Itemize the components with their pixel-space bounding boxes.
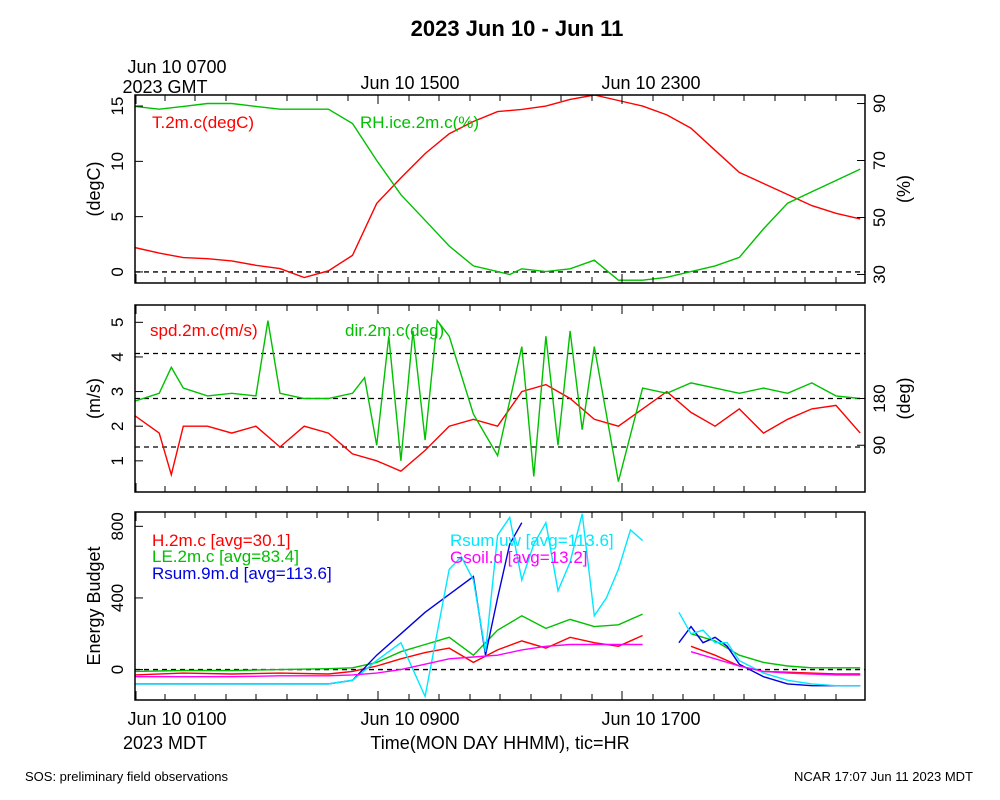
panel-3-series-gsoil-d [135, 643, 861, 678]
panel-1-series-rh-ice-2m-c- [135, 102, 861, 281]
panel-3-legend-rsum-uw: Rsum.uw [avg=113.6] [450, 531, 614, 550]
panel-2-ytick-label-5: 5 [108, 318, 127, 327]
panel-3-legend-gsoil-d: Gsoil.d [avg=13.2] [450, 548, 588, 567]
panel-2: 1 2 3 4 5 (m/s) 90 180 (deg) spd.2m.c(m/s) dir.2m.… [84, 304, 914, 493]
bottom-time-label-1: Jun 10 0100 2023 MDT [123, 709, 227, 753]
top-time-label-2: Jun 10 1500 [360, 73, 459, 93]
chart-title: 2023 Jun 10 - Jun 11 [411, 16, 624, 41]
panel-1-ytick-right-label-50: 50 [870, 208, 889, 227]
panel-3-legend-rsum-9m-d: Rsum.9m.d [avg=113.6] [152, 564, 332, 583]
panel-1-legend-rh-ice-2m-c-: RH.ice.2m.c(%) [360, 113, 479, 132]
panel-1-ytick-right-label-70: 70 [870, 151, 889, 170]
panel-1-ytick-label-0: 0 [108, 267, 127, 276]
panel-3-series-rsum-uw [135, 513, 861, 699]
panel-2-ytick-right-label-180: 180 [870, 384, 889, 412]
panel-3-series-le-2m-c [135, 613, 861, 673]
panel-3-ytick-label-0: 0 [108, 665, 127, 674]
panel-2-legend-spd-2m-c-m-s-: spd.2m.c(m/s) [150, 321, 258, 340]
panel-2-ylabel: (m/s) [84, 378, 104, 419]
top-time-label-1: Jun 10 0700 2023 GMT [122, 57, 226, 97]
panel-2-legend-dir-2m-c-deg-: dir.2m.c(deg) [345, 321, 444, 340]
panel-1-ytick-label-15: 15 [108, 97, 127, 116]
panel-1: 0 5 10 15 (degC) 30 50 70 90 (%) T.2m.c(degC) RH.ic… [84, 94, 914, 284]
panel-2-ylabel-right: (deg) [894, 377, 914, 419]
bottom-time-label-2: Jun 10 0900 [360, 709, 459, 729]
panel-2-ytick-right-label-90: 90 [870, 436, 889, 455]
panel-1-ylabel: (degC) [84, 161, 104, 216]
panel-3-legend-h-2m-c: H.2m.c [avg=30.1] [152, 531, 290, 550]
panel-3-ytick-label-400: 400 [108, 584, 127, 612]
panel-2-ytick-label-4: 4 [108, 352, 127, 361]
panel-1-ytick-label-5: 5 [108, 212, 127, 221]
panel-3-ytick-label-800: 800 [108, 512, 127, 540]
bottom-time-label-3: Jun 10 1700 [601, 709, 700, 729]
panel-2-series-dir-2m-c-deg- [135, 318, 861, 482]
panel-1-ytick-right-label-30: 30 [870, 265, 889, 284]
panel-3-legend-le-2m-c: LE.2m.c [avg=83.4] [152, 547, 299, 566]
panel-1-ytick-right-label-90: 90 [870, 94, 889, 113]
footer-left: SOS: preliminary field observations [25, 769, 229, 784]
panel-1-ytick-label-10: 10 [108, 152, 127, 171]
panel-1-series-t-2m-c-degc- [135, 95, 861, 279]
panel-2-ytick-label-3: 3 [108, 387, 127, 396]
footer-right: NCAR 17:07 Jun 11 2023 MDT [794, 769, 973, 784]
panel-1-ylabel-right: (%) [894, 175, 914, 203]
x-axis-label: Time(MON DAY HHMM), tic=HR [370, 733, 629, 753]
panel-2-series-spd-2m-c-m-s- [135, 383, 861, 478]
panel-3-ylabel: Energy Budget [84, 546, 104, 665]
panel-2-ytick-label-1: 1 [108, 456, 127, 465]
top-time-label-3: Jun 10 2300 [601, 73, 700, 93]
panel-1-legend-t-2m-c-degc-: T.2m.c(degC) [152, 113, 254, 132]
panel-2-ytick-label-2: 2 [108, 421, 127, 430]
